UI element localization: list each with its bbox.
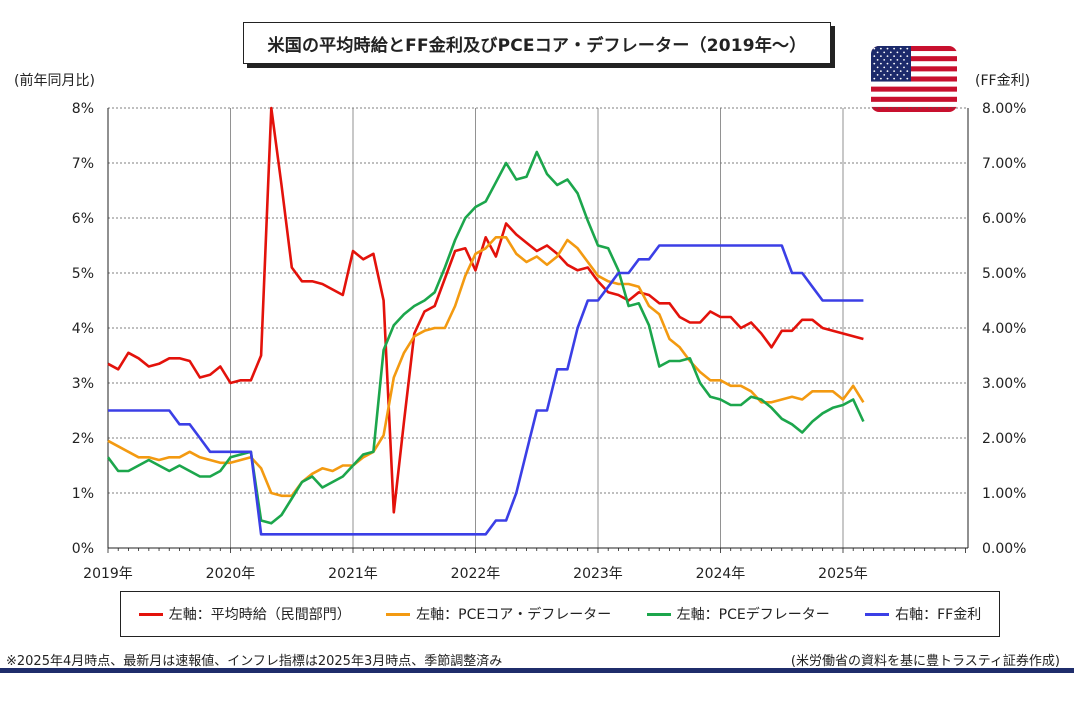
series-line (107, 236, 865, 498)
x-tick-label: 2023年 (573, 566, 623, 582)
y-left-tick-label: 7% (72, 156, 94, 172)
x-tick-label: 2020年 (206, 566, 256, 582)
y-right-tick-label: 5.00% (982, 266, 1026, 282)
y-left-tick-label: 4% (72, 321, 94, 337)
series-line (107, 106, 864, 514)
legend-label: 左軸：PCEデフレーター (676, 607, 830, 623)
legend-item: 左軸：PCEコア・デフレーター (386, 604, 611, 624)
x-tick-label: 2019年 (83, 566, 133, 582)
y-right-tick-label: 7.00% (982, 156, 1026, 172)
y-right-tick-label: 4.00% (982, 321, 1026, 337)
series-line (106, 150, 865, 525)
legend-label: 左軸：平均時給（民間部門） (168, 607, 351, 623)
line-chart: 0% 1% 2% 3% 4% 5% 6% 7% 8% 0.00% 1.00% 2.00% 3.00% 4.… (72, 101, 1027, 582)
legend: 左軸：平均時給（民間部門） 左軸：PCEコア・デフレーター 左軸：PCEデフレーター… (120, 591, 1000, 637)
x-tick-label: 2022年 (451, 566, 501, 582)
legend-label: 右軸：FF金利 (895, 607, 982, 623)
legend-swatch (386, 612, 411, 616)
y-left-tick-label: 2% (72, 431, 94, 447)
x-tick-label: 2021年 (328, 566, 378, 582)
footnote-note: ※2025年4月時点、最新月は速報値、インフレ指標は2025年3月時点、季節調整… (6, 654, 503, 669)
legend-item: 左軸：PCEデフレーター (646, 604, 830, 624)
y-right-tick-label: 8.00% (982, 101, 1026, 117)
chart-title: 米国の平均時給とFF金利及びPCEコア・デフレーター（2019年～） (243, 22, 831, 64)
y-left-tick-label: 1% (72, 486, 94, 502)
legend-label: 左軸：PCEコア・デフレーター (416, 607, 612, 623)
y-left-tick-label: 0% (72, 541, 94, 557)
y-right-tick-label: 3.00% (982, 376, 1026, 392)
footnote-source: (米労働省の資料を基に豊トラスティ証券作成) (790, 654, 1060, 669)
legend-swatch (646, 612, 671, 616)
legend-swatch (865, 612, 890, 616)
y-right-tick-label: 0.00% (982, 541, 1026, 557)
y-right-tick-label: 6.00% (982, 211, 1026, 227)
left-axis-unit: (前年同月比) (14, 73, 95, 89)
legend-item: 右軸：FF金利 (865, 604, 981, 624)
x-tick-label: 2024年 (696, 566, 746, 582)
bottom-divider (0, 668, 1074, 673)
y-left-tick-label: 5% (72, 266, 94, 282)
legend-swatch (138, 612, 163, 616)
legend-item: 左軸：平均時給（民間部門） (138, 604, 351, 624)
y-left-tick-label: 3% (72, 376, 94, 392)
series-line (108, 244, 864, 536)
y-left-tick-label: 8% (72, 101, 94, 117)
y-left-tick-label: 6% (72, 211, 94, 227)
x-tick-label: 2025年 (818, 566, 868, 582)
us-flag-icon (871, 46, 957, 112)
y-right-tick-label: 2.00% (982, 431, 1026, 447)
right-axis-unit: (FF金利) (975, 73, 1031, 89)
y-right-tick-label: 1.00% (982, 486, 1026, 502)
